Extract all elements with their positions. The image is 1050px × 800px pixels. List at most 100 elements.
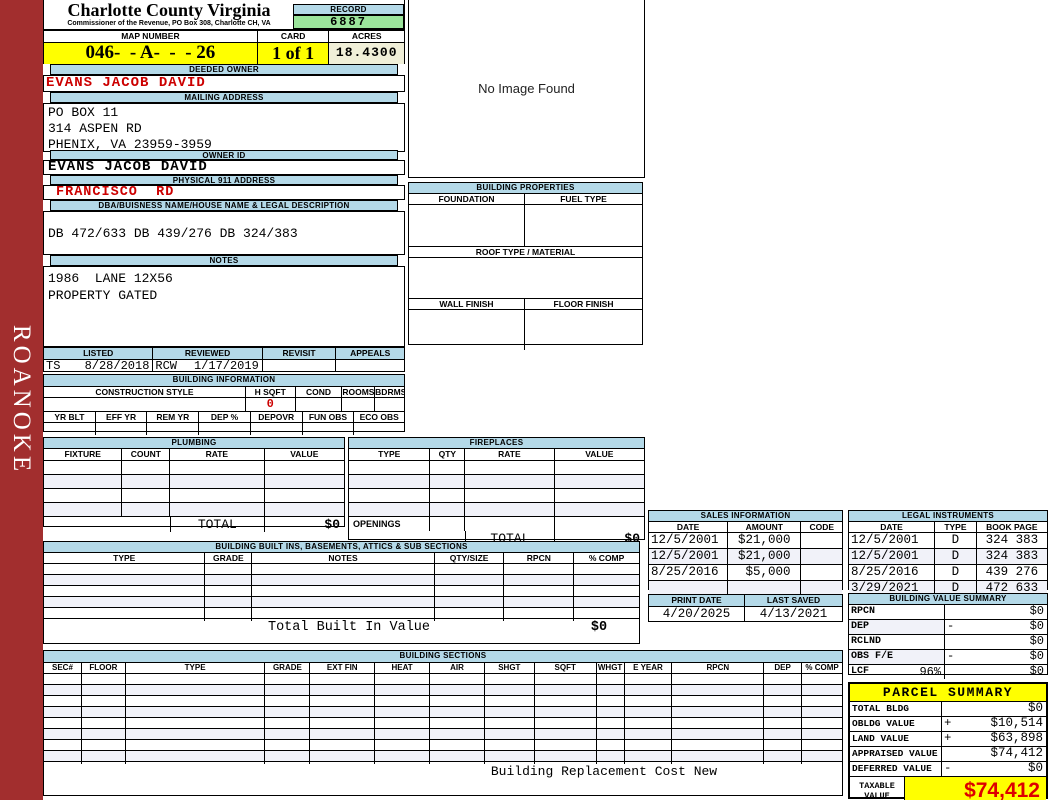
- empty-row: [349, 460, 644, 474]
- empty-cell: [44, 685, 82, 698]
- built-ins-total-row: Total Built In Value $0: [44, 619, 639, 636]
- legal-description-box: DB 472/633 DB 439/276 DB 324/383: [43, 211, 405, 255]
- empty-cell: [430, 707, 485, 720]
- sales-code: [801, 533, 842, 548]
- bvs-row-op: -: [947, 620, 955, 633]
- empty-cell: [349, 489, 431, 502]
- building-properties-title: BUILDING PROPERTIES: [409, 183, 642, 193]
- header-box: Charlotte County Virginia Commissioner o…: [43, 0, 405, 30]
- empty-cell: [82, 685, 126, 698]
- dep-pct-label: DEP %: [199, 412, 251, 423]
- roof-value: [409, 257, 642, 298]
- empty-cell: [672, 751, 765, 764]
- empty-row: [44, 728, 842, 742]
- empty-cell: [126, 685, 266, 698]
- empty-cell: [44, 597, 206, 610]
- property-image-panel: No Image Found: [408, 0, 645, 178]
- empty-cell: [597, 718, 625, 731]
- bi-comp-label: % COMP: [588, 553, 625, 563]
- building-information-title: BUILDING INFORMATION: [44, 375, 404, 386]
- sales-date-label: DATE: [649, 522, 729, 533]
- empty-cell: [555, 503, 644, 516]
- construction-style-label: CONSTRUCTION STYLE: [44, 387, 246, 398]
- fuel-type-value: [525, 205, 642, 246]
- built-ins-total-label: Total Built In Value: [267, 620, 431, 635]
- parcel-row-op: +: [944, 732, 952, 745]
- empty-row: [44, 460, 344, 474]
- sales-amount: [728, 581, 802, 596]
- rooms-label: ROOMS: [342, 387, 376, 398]
- empty-row: [44, 607, 639, 621]
- empty-cell: [672, 707, 765, 720]
- empty-cell: [435, 597, 505, 610]
- building-properties: BUILDING PROPERTIES FOUNDATION FUEL TYPE…: [408, 182, 643, 350]
- empty-cell: [265, 674, 311, 687]
- bdrms-label: BDRMS: [375, 387, 405, 397]
- eyear-label: E YEAR: [625, 663, 673, 674]
- empty-cell: [82, 674, 126, 687]
- physical-address-label: PHYSICAL 911 ADDRESS: [50, 175, 398, 185]
- legal-row: 12/5/2001 D 324 383: [849, 548, 1047, 564]
- parcel-row-value: $63,898: [990, 732, 1043, 745]
- parcel-row: TOTAL BLDG VALUE $0: [850, 701, 1046, 716]
- bvs-row-label: LCF: [851, 666, 870, 677]
- mailing-line-1: PO BOX 11: [48, 105, 119, 120]
- sales-row: 12/5/2001 $21,000: [649, 532, 842, 548]
- parcel-row-label: LAND VALUE: [850, 732, 943, 746]
- empty-cell: [252, 597, 435, 610]
- yr-blt-label: YR BLT: [44, 412, 96, 423]
- notes-line-2: PROPERTY GATED: [48, 288, 158, 303]
- owner-id-box: EVANS JACOB DAVID: [43, 160, 405, 175]
- empty-cell: [430, 751, 485, 764]
- plumbing-table: PLUMBING FIXTURE COUNT RATE VALUE: [43, 437, 345, 532]
- empty-cell: [349, 503, 431, 516]
- empty-row: [44, 684, 842, 698]
- empty-cell: [265, 685, 311, 698]
- map-number-label: MAP NUMBER: [44, 31, 258, 42]
- empty-cell: [265, 475, 344, 488]
- legal-date: 12/5/2001: [849, 533, 936, 548]
- empty-cell: [349, 475, 431, 488]
- revisit-label: REVISIT: [263, 348, 337, 359]
- empty-cell: [126, 674, 266, 687]
- bvs-row-op: [945, 635, 959, 649]
- fireplaces-headers: TYPE QTY RATE VALUE: [349, 448, 644, 460]
- construction-values: 0: [44, 397, 404, 411]
- empty-cell: [82, 707, 126, 720]
- bs-dep-label: DEP: [764, 663, 803, 674]
- plumbing-total-value: $0: [324, 517, 340, 532]
- notes-box: 1986 LANE 12X56 PROPERTY GATED: [43, 266, 405, 347]
- print-date-value: 4/20/2025: [649, 607, 746, 622]
- empty-cell: [465, 489, 555, 502]
- openings-label: OPENINGS: [349, 517, 431, 531]
- empty-cell: [44, 751, 82, 764]
- empty-cell: [126, 707, 266, 720]
- empty-cell: [535, 718, 597, 731]
- empty-cell: [465, 503, 555, 516]
- bdrms-value: [375, 398, 404, 411]
- map-card-acres-headers: MAP NUMBER CARD ACRES: [44, 31, 404, 42]
- sales-date: 8/25/2016: [649, 565, 729, 580]
- parcel-row-op: +: [944, 717, 952, 730]
- ext-fin-label: EXT FIN: [310, 663, 376, 674]
- bvs-row-value: $0: [1029, 650, 1044, 663]
- empty-cell: [625, 707, 673, 720]
- empty-cell: [310, 751, 376, 764]
- legal-row: 8/25/2016 D 439 276: [849, 564, 1047, 580]
- sales-amount: $5,000: [728, 565, 802, 580]
- empty-cell: [625, 685, 673, 698]
- empty-cell: [535, 729, 597, 742]
- empty-cell: [82, 718, 126, 731]
- record-label: RECORD: [293, 4, 404, 15]
- empty-cell: [485, 707, 535, 720]
- legal-type: D: [935, 581, 977, 596]
- bvs-row-label: RCLND: [849, 635, 946, 649]
- empty-cell: [430, 461, 466, 474]
- empty-cell: [504, 586, 575, 599]
- empty-cell: [375, 729, 431, 742]
- plumbing-total-row: TOTAL $0: [44, 517, 344, 532]
- review-box: LISTED REVIEWED REVISIT APPEALS TS 8/28/…: [43, 347, 405, 372]
- empty-cell: [485, 740, 535, 753]
- appeals-label: APPEALS: [350, 348, 391, 358]
- shgt-label: SHGT: [485, 663, 535, 674]
